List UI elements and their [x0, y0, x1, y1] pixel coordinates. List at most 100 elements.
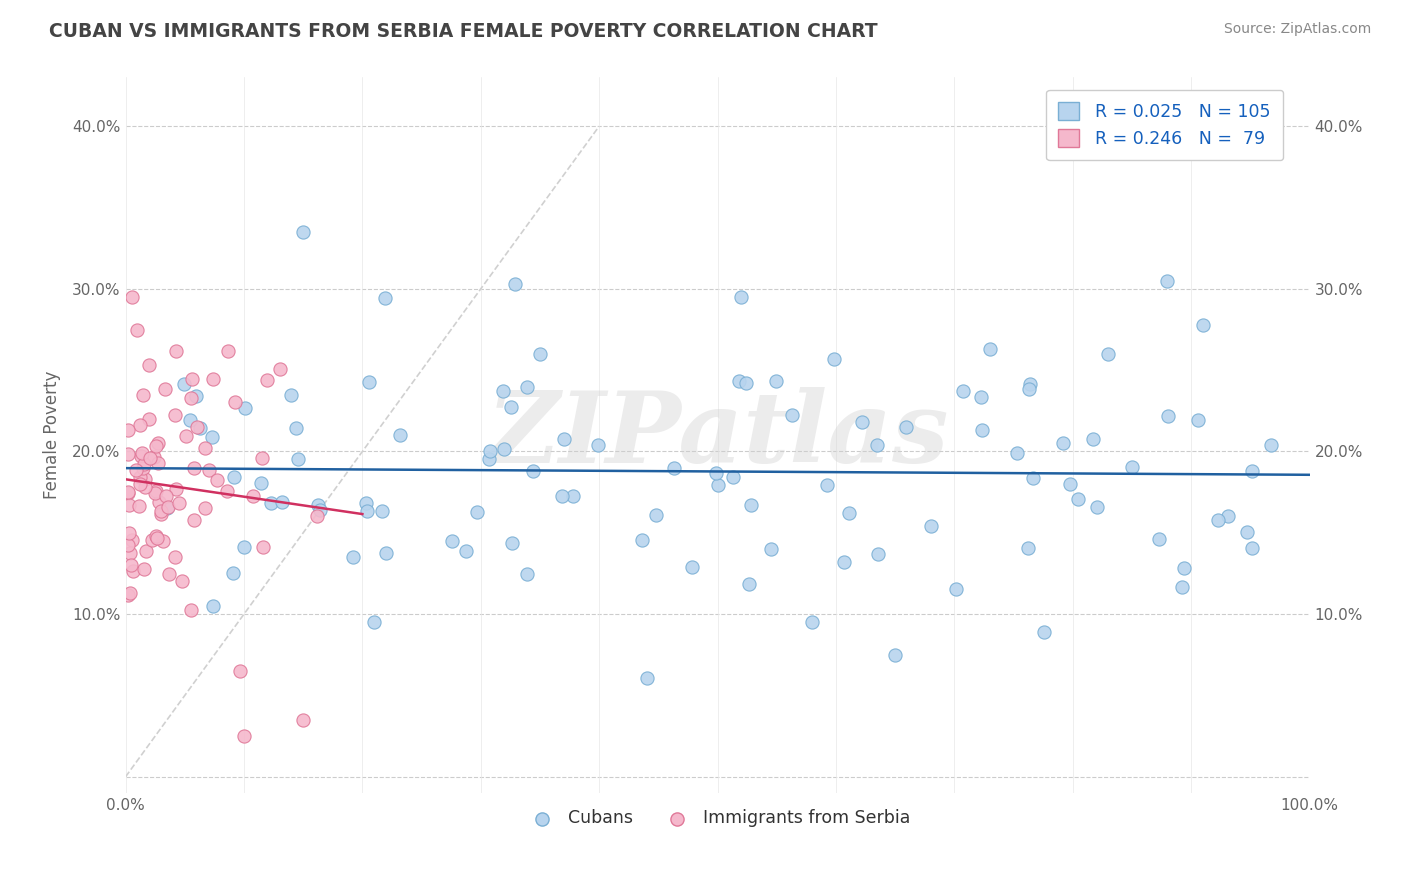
Point — [356, 504, 378, 518]
Point — [233, 729, 256, 743]
Point — [357, 375, 380, 389]
Point — [186, 420, 208, 434]
Point — [149, 507, 172, 521]
Point — [823, 352, 845, 367]
Text: ZIPatlas: ZIPatlas — [486, 387, 949, 483]
Point — [478, 451, 501, 466]
Point — [201, 429, 224, 443]
Point — [1017, 541, 1039, 555]
Point — [631, 533, 654, 548]
Point — [920, 519, 942, 533]
Point — [157, 566, 180, 581]
Point — [233, 401, 256, 415]
Point — [249, 476, 271, 491]
Point — [388, 427, 411, 442]
Point — [1097, 347, 1119, 361]
Point — [292, 225, 315, 239]
Point — [707, 477, 730, 491]
Point — [198, 462, 221, 476]
Point — [250, 450, 273, 465]
Point — [1083, 432, 1105, 446]
Point — [834, 556, 856, 570]
Point — [363, 615, 385, 630]
Point — [765, 374, 787, 388]
Point — [118, 546, 141, 560]
Point — [127, 322, 149, 336]
Point — [970, 423, 993, 437]
Point — [131, 460, 153, 475]
Point — [721, 470, 744, 484]
Point — [224, 469, 246, 483]
Point — [260, 496, 283, 510]
Point — [129, 417, 152, 432]
Point — [868, 547, 890, 561]
Point — [838, 506, 860, 520]
Point — [165, 408, 187, 422]
Point — [292, 713, 315, 727]
Point — [562, 489, 585, 503]
Point — [186, 388, 208, 402]
Point — [138, 412, 160, 426]
Point — [1059, 476, 1081, 491]
Point — [153, 382, 176, 396]
Point — [815, 478, 838, 492]
Point — [215, 483, 238, 498]
Point — [553, 432, 575, 446]
Point — [636, 671, 658, 685]
Point — [952, 384, 974, 399]
Point — [374, 546, 396, 560]
Point — [1147, 532, 1170, 546]
Point — [1052, 436, 1074, 450]
Point — [1236, 525, 1258, 540]
Point — [183, 461, 205, 475]
Point — [132, 562, 155, 576]
Point — [945, 582, 967, 597]
Point — [1171, 580, 1194, 594]
Point — [551, 489, 574, 503]
Point — [117, 538, 139, 552]
Point — [478, 443, 501, 458]
Point — [1187, 413, 1209, 427]
Text: Source: ZipAtlas.com: Source: ZipAtlas.com — [1223, 22, 1371, 37]
Point — [117, 447, 139, 461]
Point — [503, 277, 526, 291]
Point — [155, 489, 177, 503]
Point — [180, 602, 202, 616]
Point — [121, 290, 143, 304]
Point — [529, 347, 551, 361]
Point — [588, 438, 610, 452]
Point — [1033, 625, 1056, 640]
Point — [156, 500, 179, 515]
Point — [1156, 409, 1178, 424]
Point — [217, 343, 239, 358]
Point — [740, 499, 762, 513]
Point — [156, 500, 179, 515]
Point — [970, 390, 993, 404]
Point — [117, 484, 139, 499]
Point — [179, 413, 201, 427]
Point — [1240, 464, 1263, 478]
Text: CUBAN VS IMMIGRANTS FROM SERBIA FEMALE POVERTY CORRELATION CHART: CUBAN VS IMMIGRANTS FROM SERBIA FEMALE P… — [49, 22, 877, 41]
Point — [1018, 382, 1040, 396]
Point — [132, 458, 155, 472]
Point — [354, 496, 377, 510]
Point — [1192, 318, 1215, 332]
Point — [307, 498, 329, 512]
Point — [492, 384, 515, 398]
Point — [662, 461, 685, 475]
Point — [370, 504, 392, 518]
Point — [118, 498, 141, 512]
Point — [124, 462, 146, 476]
Point — [194, 500, 217, 515]
Point — [224, 395, 246, 409]
Point — [150, 503, 173, 517]
Point — [145, 484, 167, 499]
Point — [152, 534, 174, 549]
Point — [233, 541, 256, 555]
Point — [1206, 513, 1229, 527]
Point — [305, 508, 328, 523]
Point — [205, 473, 228, 487]
Point — [134, 479, 156, 493]
Point — [1121, 460, 1143, 475]
Point — [441, 533, 464, 548]
